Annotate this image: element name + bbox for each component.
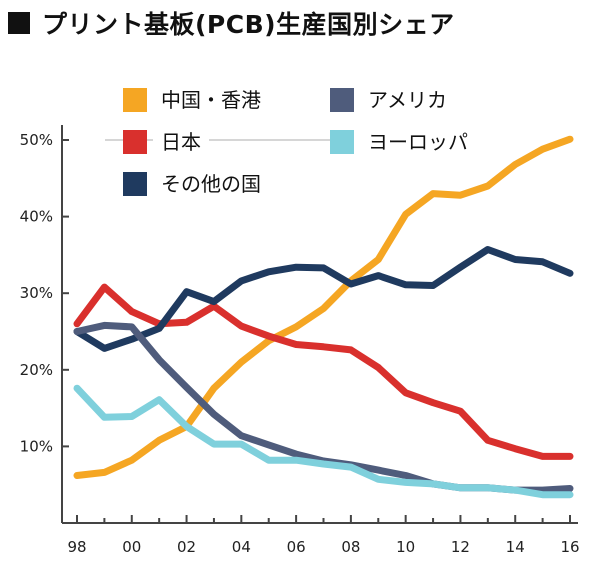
series-line (73, 246, 574, 352)
legend-swatch (123, 88, 147, 112)
chart-title-row: プリント基板(PCB)生産国別シェア (8, 6, 455, 40)
x-tick-label: 10 (396, 538, 415, 556)
legend-swatch (330, 88, 354, 112)
legend-label: その他の国 (161, 172, 261, 196)
y-tick-label: 10% (20, 437, 53, 455)
legend-swatch (123, 130, 147, 154)
legend-label-bg (360, 128, 476, 156)
series-4 (73, 384, 574, 499)
series-lines (73, 135, 574, 499)
legend-label: 日本 (161, 130, 201, 154)
legend-label: 中国・香港 (161, 88, 261, 112)
chart-title: プリント基板(PCB)生産国別シェア (42, 10, 455, 39)
legend-label-bg (360, 86, 455, 114)
y-tick-label: 40% (20, 208, 53, 226)
x-tick-label: 14 (506, 538, 525, 556)
x-tick-label: 00 (122, 538, 141, 556)
x-tick-label: 98 (67, 538, 86, 556)
x-tick-label: 02 (177, 538, 196, 556)
legend-label: ヨーロッパ (368, 130, 468, 154)
legend-swatch (330, 130, 354, 154)
x-tick-label: 16 (560, 538, 579, 556)
y-tick-label: 50% (20, 131, 53, 149)
series-0 (73, 135, 574, 479)
title-square-icon (8, 12, 30, 34)
y-tick-label: 20% (20, 361, 53, 379)
legend-label: アメリカ (368, 88, 447, 112)
legend-label-bg (153, 170, 269, 198)
series-2 (73, 246, 574, 352)
x-tick-label: 04 (232, 538, 251, 556)
axes: 10% 20% 30% 40% 50% 98 00 02 04 06 08 10 12 14 16 (20, 125, 580, 556)
x-tick-label: 12 (451, 538, 470, 556)
x-tick-label: 08 (341, 538, 360, 556)
x-tick-label: 06 (287, 538, 306, 556)
legend-label-bg (153, 128, 209, 156)
y-tick-label: 30% (20, 284, 53, 302)
series-line (73, 135, 574, 479)
legend-label-bg (153, 86, 269, 114)
legend-swatch (123, 172, 147, 196)
